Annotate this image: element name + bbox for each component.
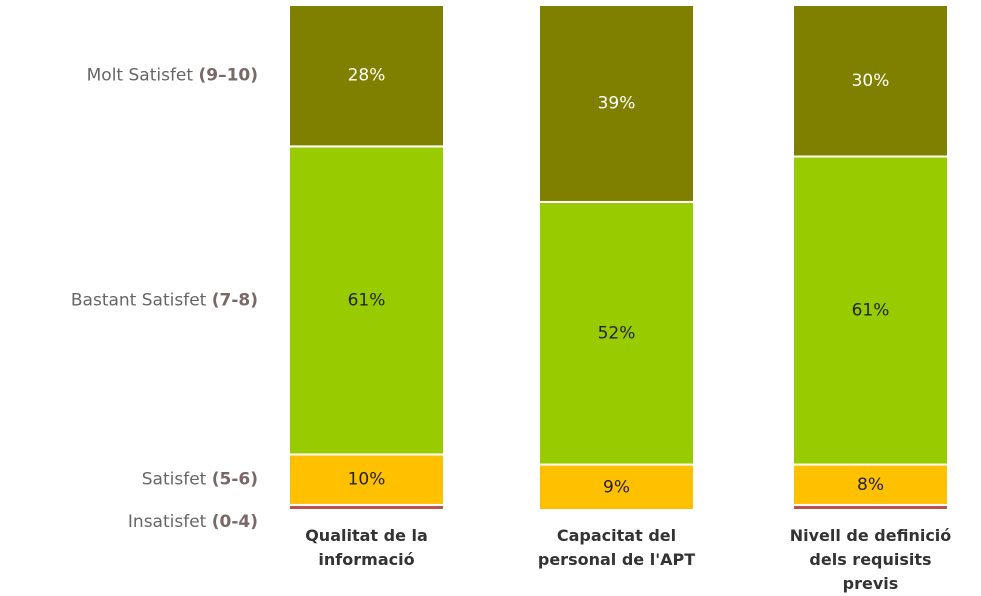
bar-segment xyxy=(792,4,949,158)
bar-segment xyxy=(288,4,445,148)
category-label: Qualitat de la informació xyxy=(305,526,428,569)
legend-range: (0-4) xyxy=(212,512,258,532)
legend-label: Bastant Satisfet (7-8) xyxy=(71,290,258,310)
data-label: 39% xyxy=(598,93,636,113)
bar-segment xyxy=(538,4,695,203)
bar-segment xyxy=(288,145,445,456)
legend-label: Molt Satisfet (9–10) xyxy=(87,66,258,86)
legend-name: Satisfet xyxy=(142,470,207,490)
category-label: Nivell de definició dels requisits previ… xyxy=(789,526,952,593)
data-label: 52% xyxy=(598,323,636,343)
legend-label: Insatisfet (0-4) xyxy=(128,512,258,532)
bar-segment xyxy=(538,463,695,511)
bar-segment xyxy=(792,463,949,506)
bar-segment xyxy=(792,155,949,466)
data-label: 28% xyxy=(348,66,386,86)
legend-name: Bastant Satisfet xyxy=(71,290,207,310)
page: Insatisfet (0-4) 10% Satisfet (5-6) 61% Bast… xyxy=(70,4,952,593)
data-label: 61% xyxy=(348,290,386,310)
legend-range: (5-6) xyxy=(212,470,258,490)
data-label: 8% xyxy=(857,475,884,495)
data-label: 30% xyxy=(852,71,890,91)
legend-name: Molt Satisfet xyxy=(87,66,194,86)
data-label: 9% xyxy=(603,477,630,497)
legend-name: Insatisfet xyxy=(128,512,207,532)
legend-range: (9–10) xyxy=(198,66,258,86)
category-label: Capacitat del personal de l'APT xyxy=(537,526,696,569)
chart: Insatisfet (0-4) 10% Satisfet (5-6) 61% Bast… xyxy=(71,4,949,532)
data-label: 10% xyxy=(348,470,386,490)
legend-range: (7-8) xyxy=(212,290,258,310)
legend-label: Satisfet (5-6) xyxy=(142,470,258,490)
data-label: 61% xyxy=(852,301,890,321)
